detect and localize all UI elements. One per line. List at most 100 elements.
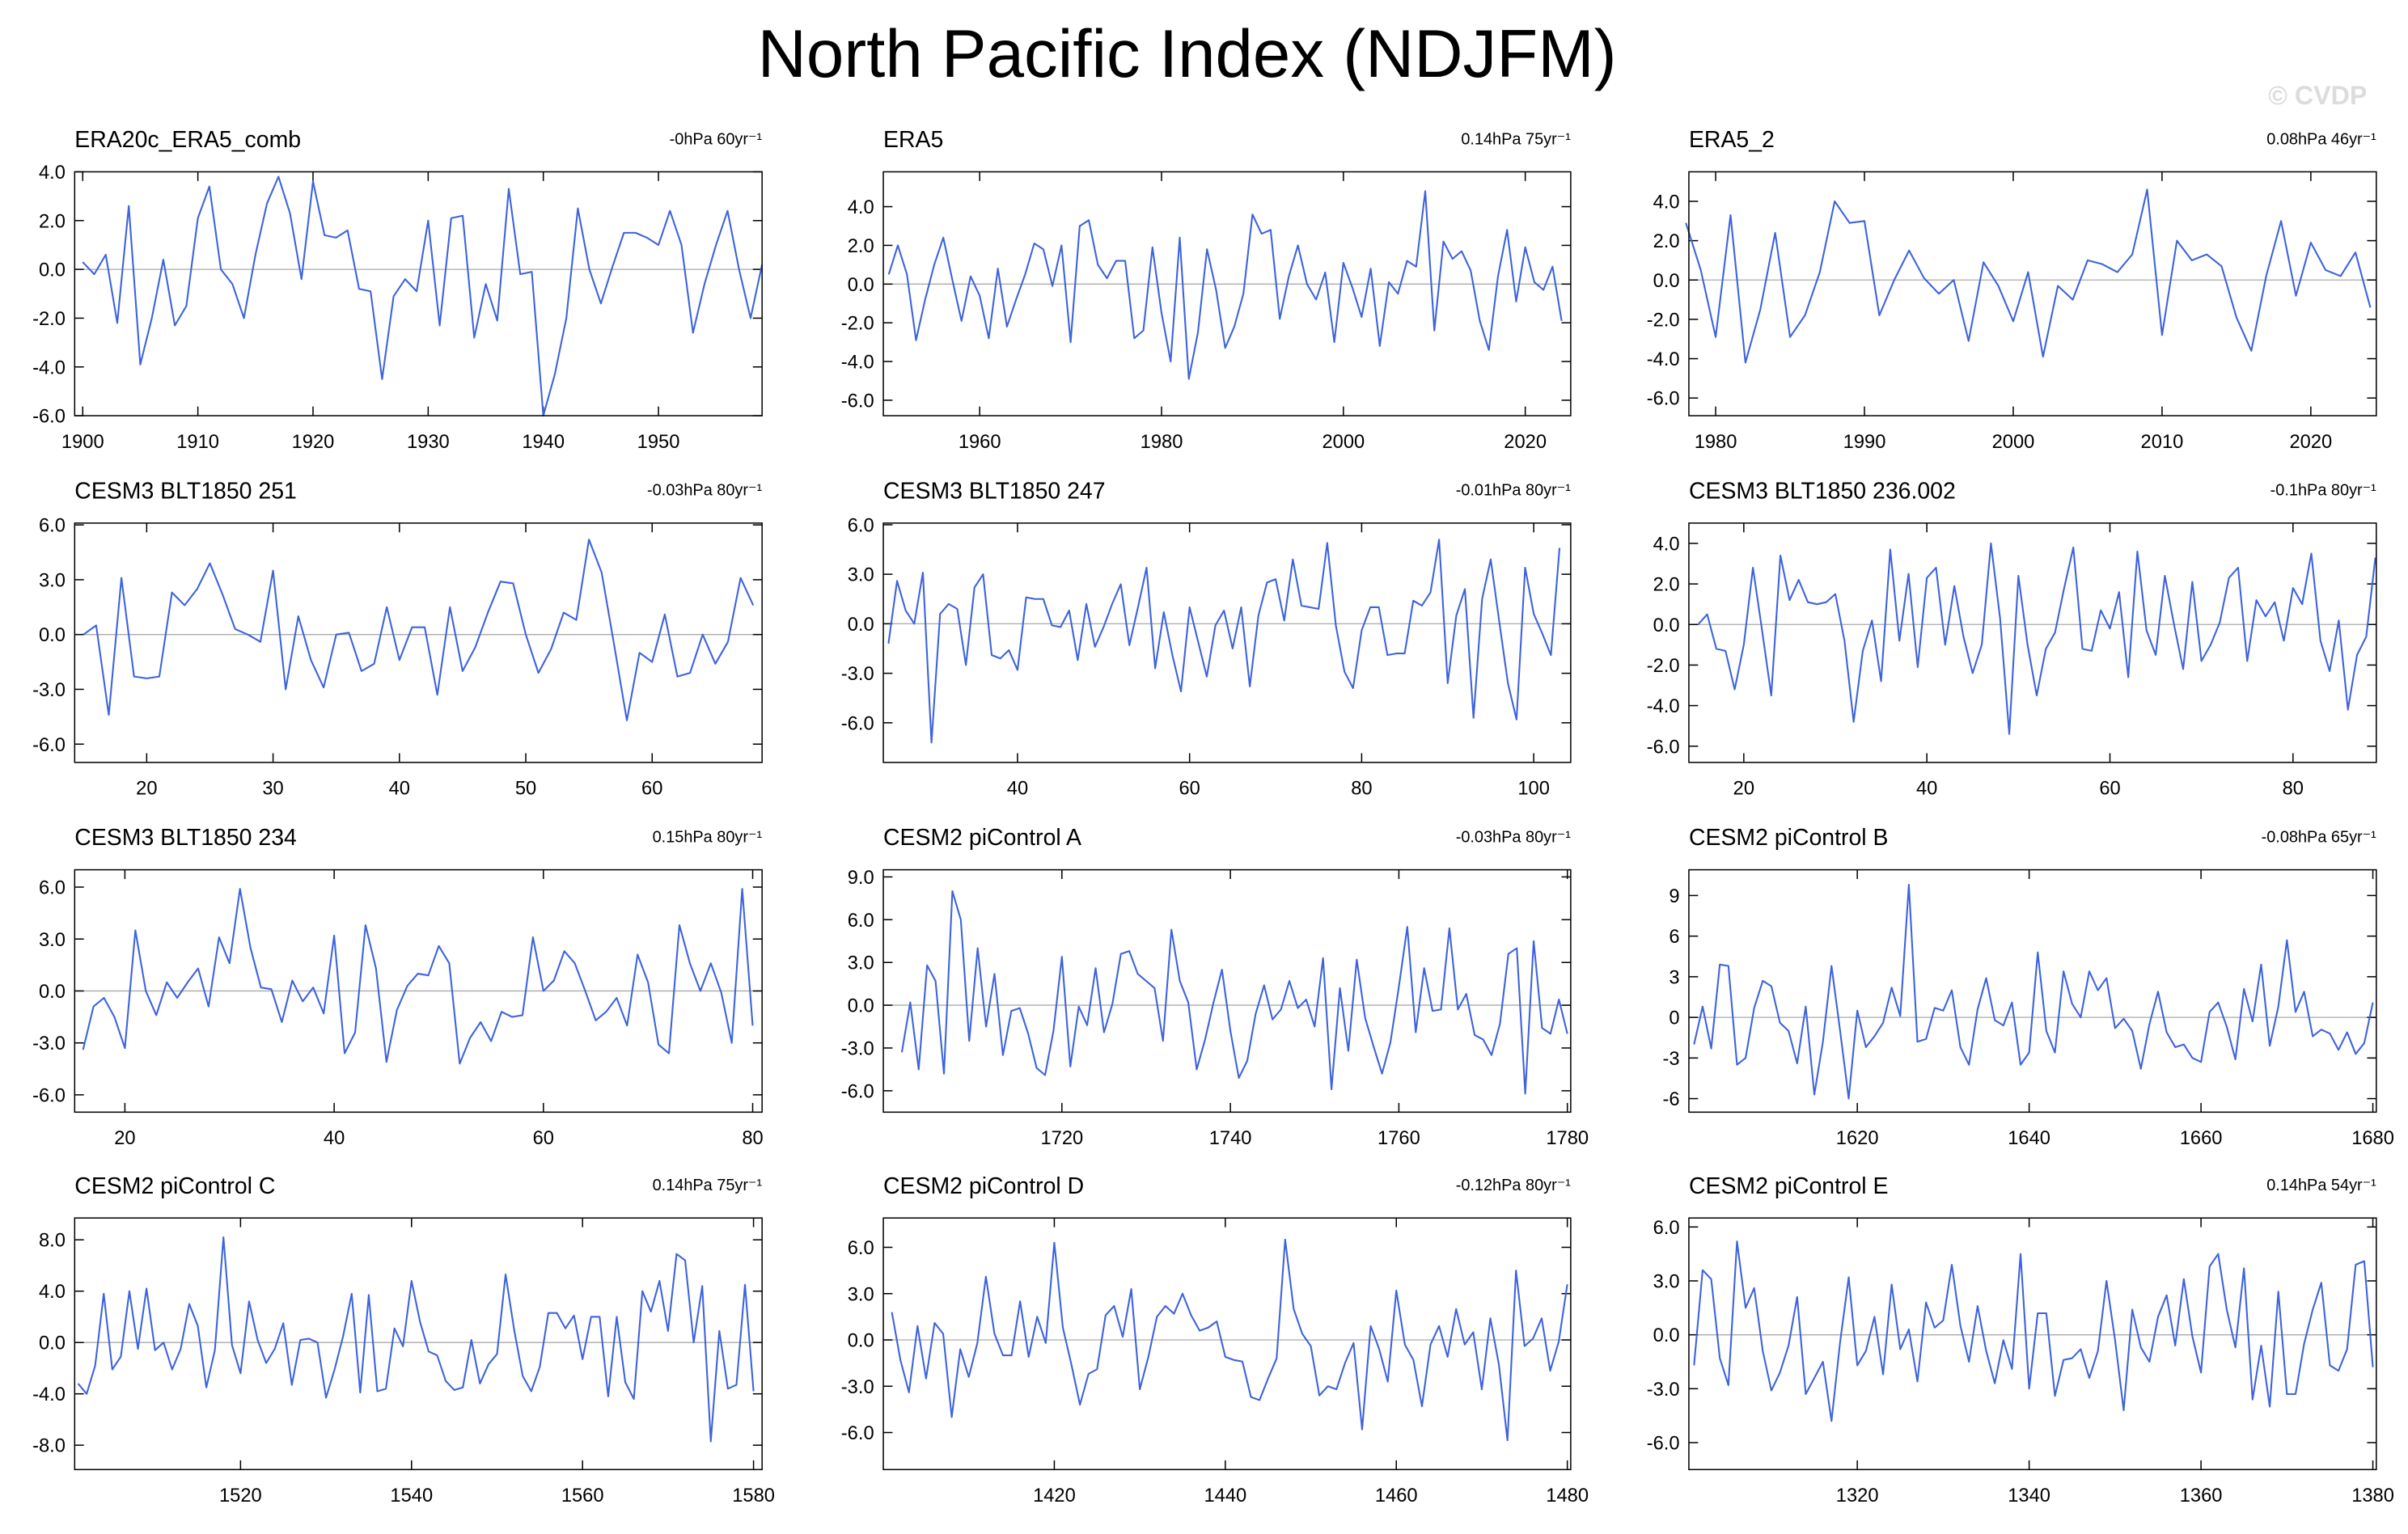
- y-tick-label: 0.0: [1653, 615, 1680, 636]
- x-tick-label: 60: [533, 1128, 554, 1149]
- page-title: North Pacific Index (NDJFM): [758, 15, 1617, 91]
- x-tick-label: 1910: [176, 432, 219, 453]
- y-tick-label: 6: [1669, 927, 1679, 948]
- x-tick-label: 1660: [2180, 1128, 2223, 1149]
- line-series: [83, 539, 755, 721]
- y-tick-label: 2.0: [848, 236, 874, 257]
- y-tick-label: -6.0: [1647, 389, 1680, 410]
- y-tick-label: -6.0: [32, 735, 66, 756]
- x-tick-label: 1940: [522, 432, 565, 453]
- y-tick-label: 9: [1669, 886, 1679, 907]
- y-tick-label: -3.0: [1647, 1380, 1680, 1401]
- x-tick-label: 1340: [2008, 1485, 2050, 1507]
- x-tick-label: 1930: [407, 432, 450, 453]
- y-tick-label: 4.0: [848, 197, 874, 218]
- plot-frame: [74, 1217, 763, 1471]
- x-tick-label: 1560: [561, 1485, 604, 1507]
- y-tick-label: -6.0: [1647, 1434, 1680, 1455]
- x-tick-label: 40: [1007, 779, 1028, 800]
- y-tick-label: -2.0: [32, 309, 66, 330]
- x-tick-label: 2000: [1992, 432, 2035, 453]
- x-tick-label: 1990: [1843, 432, 1886, 453]
- y-tick-label: 0: [1669, 1008, 1679, 1029]
- y-tick-label: 9.0: [848, 868, 874, 889]
- panel-title: CESM3 BLT1850 234: [74, 825, 297, 851]
- line-series: [887, 539, 1561, 744]
- x-tick-label: 2020: [2290, 432, 2333, 453]
- y-tick-label: -4.0: [1647, 696, 1680, 717]
- plot-frame: [882, 171, 1572, 416]
- panel-title: CESM2 piControl D: [883, 1173, 1084, 1199]
- x-tick-label: 1480: [1546, 1485, 1589, 1507]
- x-tick-label: 2000: [1322, 432, 1365, 453]
- x-tick-label: 1640: [2008, 1128, 2050, 1149]
- x-tick-label: 1520: [219, 1485, 262, 1507]
- y-tick-label: 0.0: [39, 625, 66, 646]
- x-tick-label: 40: [1916, 779, 1937, 800]
- y-tick-label: 0.0: [39, 982, 66, 1003]
- y-tick-label: -4.0: [841, 353, 874, 374]
- y-tick-label: -3: [1662, 1049, 1679, 1070]
- plot-frame: [74, 868, 763, 1114]
- plot-frame: [882, 522, 1572, 763]
- plot-frame: [1688, 171, 2377, 416]
- y-tick-label: 0.0: [39, 1333, 66, 1354]
- x-tick-label: 1740: [1209, 1128, 1252, 1149]
- y-tick-label: 3: [1669, 967, 1679, 988]
- panel-trend: -0.03hPa 80yr⁻¹: [1456, 828, 1572, 846]
- x-tick-label: 1620: [1836, 1128, 1879, 1149]
- y-tick-label: 0.0: [848, 615, 874, 636]
- line-series: [82, 888, 754, 1065]
- y-tick-label: -6.0: [841, 391, 874, 412]
- panel-trend: 0.14hPa 54yr⁻¹: [2266, 1177, 2376, 1194]
- y-tick-label: -6.0: [32, 407, 66, 428]
- y-tick-label: 4.0: [1653, 192, 1680, 213]
- y-tick-label: 3.0: [39, 930, 66, 951]
- panel-trend: -0.12hPa 80yr⁻¹: [1456, 1177, 1572, 1194]
- panel-trend: 0.14hPa 75yr⁻¹: [1461, 130, 1571, 148]
- plot-frame: [1688, 1217, 2377, 1471]
- y-tick-label: -4.0: [32, 357, 66, 378]
- panel-title: ERA20c_ERA5_comb: [74, 127, 301, 153]
- x-tick-label: 1580: [732, 1485, 775, 1507]
- line-series: [1693, 883, 2374, 1100]
- y-tick-label: 3.0: [1653, 1272, 1680, 1293]
- plot-frame: [1688, 522, 2377, 763]
- y-tick-label: 6.0: [39, 878, 66, 899]
- y-tick-label: -6.0: [841, 1081, 874, 1102]
- panel-trend: 0.08hPa 46yr⁻¹: [2266, 130, 2376, 148]
- x-tick-label: 1960: [959, 432, 1001, 453]
- x-tick-label: 1680: [2351, 1128, 2394, 1149]
- panel-trend: 0.14hPa 75yr⁻¹: [653, 1177, 763, 1194]
- y-tick-label: 0.0: [848, 1331, 874, 1352]
- line-series: [900, 890, 1568, 1095]
- y-tick-label: -3.0: [32, 680, 66, 701]
- panel-title: CESM2 piControl B: [1689, 825, 1889, 851]
- y-tick-label: 6.0: [848, 1238, 874, 1259]
- panel-title: CESM2 piControl E: [1689, 1173, 1889, 1199]
- x-tick-label: 40: [389, 779, 410, 800]
- panel-title: CESM2 piControl A: [883, 825, 1081, 851]
- y-tick-label: -2.0: [841, 314, 874, 335]
- plot-frame: [1688, 868, 2377, 1114]
- x-tick-label: 1460: [1375, 1485, 1418, 1507]
- y-tick-label: 0.0: [39, 260, 66, 281]
- y-tick-label: 6.0: [848, 515, 874, 536]
- y-tick-label: 4.0: [39, 163, 66, 184]
- y-tick-label: 0.0: [1653, 1325, 1680, 1346]
- x-tick-label: 20: [136, 779, 157, 800]
- panel-trend: -0.01hPa 80yr⁻¹: [1456, 482, 1572, 500]
- x-tick-label: 40: [324, 1128, 345, 1149]
- x-tick-label: 1320: [1836, 1485, 1879, 1507]
- plot-frame: [882, 1217, 1572, 1471]
- y-tick-label: 3.0: [848, 953, 874, 974]
- y-tick-label: -4.0: [32, 1384, 66, 1405]
- line-series: [77, 1236, 755, 1443]
- x-tick-label: 60: [1179, 779, 1200, 800]
- y-tick-label: -6.0: [841, 1423, 874, 1444]
- x-tick-label: 1900: [61, 432, 104, 453]
- x-tick-label: 1380: [2351, 1485, 2394, 1507]
